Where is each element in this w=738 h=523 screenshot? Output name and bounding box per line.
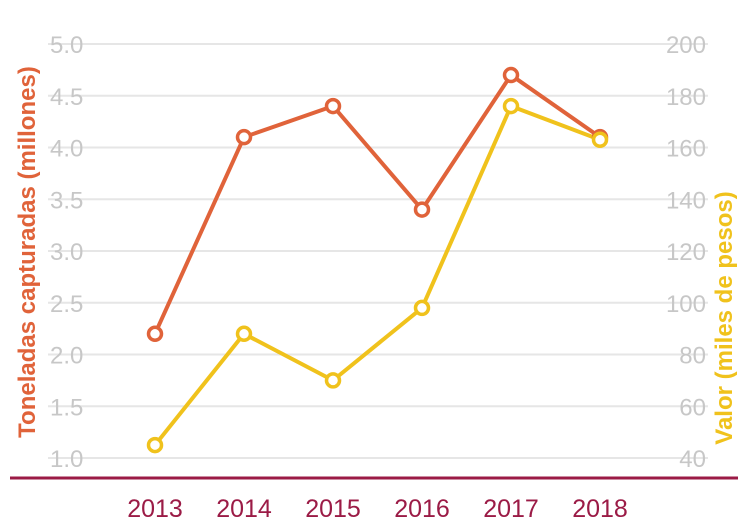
- left-tick-label: 3.5: [50, 187, 83, 214]
- right-axis-title: Valor (miles de pesos): [711, 191, 738, 444]
- x-tick-label: 2016: [394, 495, 450, 523]
- series-group: [146, 66, 609, 454]
- right-tick-label: 140: [666, 187, 706, 214]
- x-tick-label: 2013: [127, 495, 183, 523]
- data-point: [413, 299, 431, 317]
- right-tick-label: 180: [666, 84, 706, 111]
- data-point: [502, 97, 520, 115]
- left-axis-title: Toneladas capturadas (millones): [14, 66, 41, 438]
- left-tick-label: 4.0: [50, 136, 83, 163]
- left-tick-label: 2.5: [50, 291, 83, 318]
- x-axis-ticks: 2013 2014 2015 2016 2017 2018: [127, 495, 628, 523]
- gridlines: [48, 43, 708, 459]
- x-tick-label: 2017: [483, 495, 539, 523]
- data-point: [502, 66, 520, 84]
- x-tick-label: 2015: [305, 495, 361, 523]
- x-tick-label: 2018: [572, 495, 628, 523]
- right-tick-label: 40: [679, 446, 706, 473]
- data-point: [413, 201, 431, 218]
- data-point: [146, 325, 164, 343]
- left-tick-label: 3.0: [50, 239, 83, 266]
- left-tick-label: 1.5: [50, 394, 83, 421]
- right-axis-ticks: 40 60 80 100 120 140 160 180 200: [666, 32, 706, 473]
- left-tick-label: 4.5: [50, 84, 83, 111]
- x-tick-label: 2014: [216, 495, 272, 523]
- right-tick-label: 80: [679, 343, 706, 370]
- data-point: [324, 97, 342, 115]
- data-point: [235, 128, 253, 146]
- data-point: [324, 372, 342, 389]
- data-point: [146, 436, 164, 454]
- data-point: [235, 325, 253, 343]
- left-tick-label: 2.0: [50, 343, 83, 370]
- right-tick-label: 160: [666, 136, 706, 163]
- right-tick-label: 120: [666, 239, 706, 266]
- data-point: [591, 131, 609, 148]
- left-axis-ticks: 1.0 1.5 2.0 2.5 3.0 3.5 4.0 4.5 5.0: [50, 32, 83, 473]
- series-line: [153, 104, 601, 447]
- series-line: [153, 73, 602, 335]
- right-tick-label: 200: [666, 32, 706, 59]
- left-tick-label: 1.0: [50, 446, 83, 473]
- right-tick-label: 60: [679, 394, 706, 421]
- right-tick-label: 100: [666, 291, 706, 318]
- left-tick-label: 5.0: [50, 32, 83, 59]
